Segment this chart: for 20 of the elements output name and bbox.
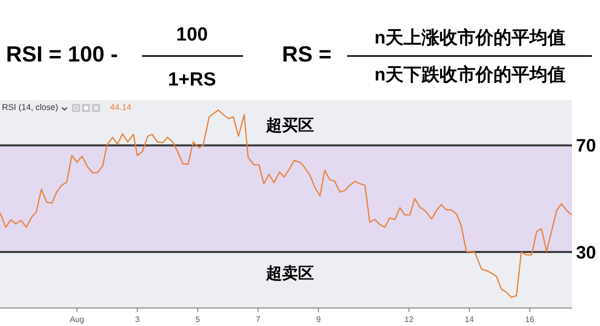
text: 1+RS xyxy=(168,70,216,91)
text: 100 xyxy=(176,24,208,46)
text: n天下跌收市价的平均值 xyxy=(374,64,566,84)
y-tick-label: 70 xyxy=(576,136,596,156)
x-tick-label: Aug xyxy=(70,315,84,324)
text: n天上涨收市价的平均值 xyxy=(374,27,566,48)
annotation: 44.14 xyxy=(110,102,132,112)
text: RS = xyxy=(282,42,332,67)
x-tick-label: 9 xyxy=(316,315,322,324)
x-tick-label: 14 xyxy=(464,315,474,324)
annotation: 超买区 xyxy=(265,116,314,135)
x-tick-label: 12 xyxy=(404,315,414,324)
text: RSI = 100 - xyxy=(6,42,118,67)
annotation: RSI (14, close) xyxy=(2,102,58,112)
x-tick-label: 3 xyxy=(135,315,140,324)
x-tick-label: 5 xyxy=(195,315,200,324)
annotation: 超卖区 xyxy=(265,264,314,283)
y-tick-label: 30 xyxy=(576,242,596,262)
x-tick-label: 16 xyxy=(525,315,535,324)
x-tick-label: 7 xyxy=(256,315,261,324)
